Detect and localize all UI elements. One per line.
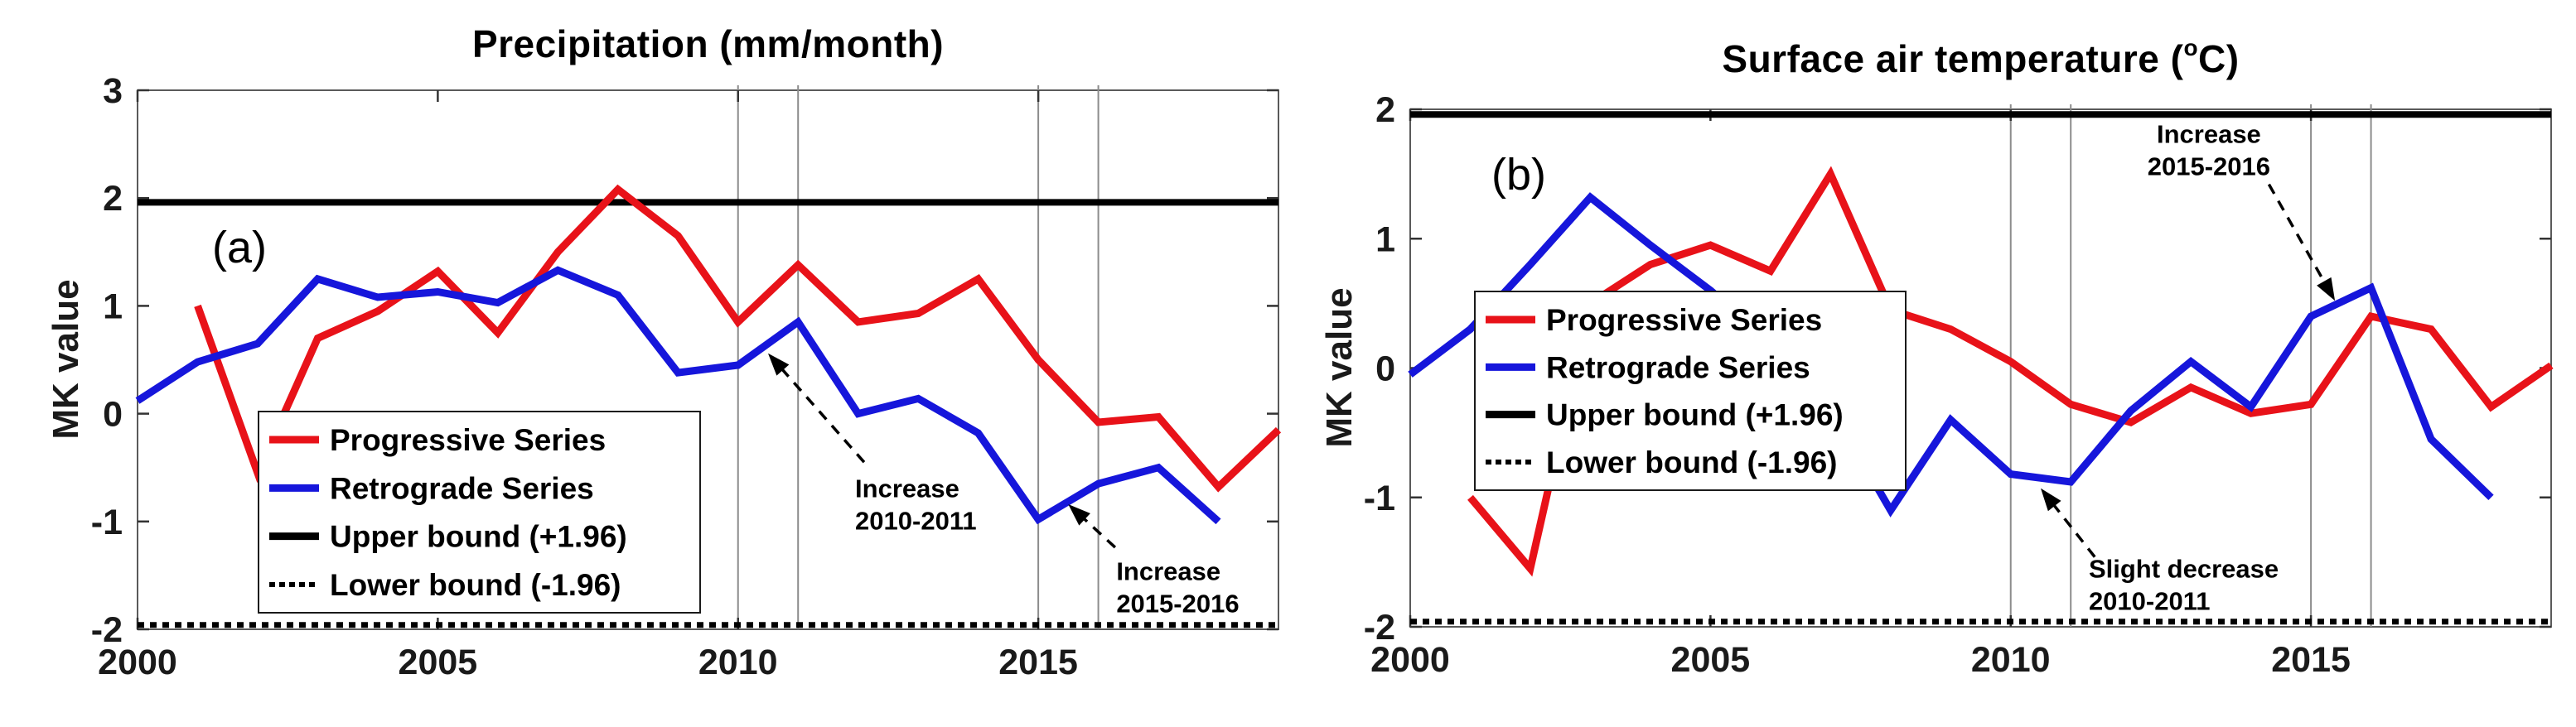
panel-label-b: (b) [1491,150,1546,200]
y-tick-label-2: 2 [103,179,123,219]
y-tick-label--1: -1 [91,503,123,542]
annotation-text: Increase [855,474,959,503]
x-tick-label-2000: 2000 [1370,640,1450,680]
series-line-progressive-series [1467,166,2554,577]
series-line-retrograde-series [1408,192,2494,518]
x-tick-label-2010: 2010 [1971,640,2051,680]
annotation-text: 2015-2016 [1116,590,1239,619]
annotation-text: Increase [2157,120,2261,149]
x-tick-label-2015: 2015 [998,643,1078,682]
legend-label: Retrograde Series [330,471,594,505]
legend-box [258,411,701,614]
x-tick-label-2005: 2005 [1671,640,1751,680]
y-tick-label--2: -2 [91,610,123,650]
temperature-chart-canvas: 2000 2005 2010 2015 2 1 0 -1 -2 Progressive Serie… [1364,90,2554,680]
x-tick-label-2010: 2010 [698,643,778,682]
legend-label: Progressive Series [1546,303,1822,337]
annotation-text: Slight decrease [2089,555,2279,584]
annotation-arrow-line [776,362,866,464]
annotation-arrow-line [2267,183,2330,291]
y-tick-label-1: 1 [1375,219,1395,259]
y-tick-label--1: -1 [1364,479,1395,518]
annotation-text: 2010-2011 [2089,587,2211,616]
legend-label: Retrograde Series [1546,350,1810,384]
degree-superscript: o [2183,35,2199,60]
y-tick-label-0: 0 [1375,349,1395,389]
legend-label: Progressive Series [330,423,606,457]
annotation-arrowhead [1068,504,1090,526]
y-tick-label-2: 2 [1375,90,1395,130]
annotation-arrowhead [2041,488,2061,512]
annotation-text: 2010-2011 [855,506,977,535]
legend-box [1474,291,1907,491]
axes-frame [137,89,1279,630]
series-line-progressive-series [194,184,1282,493]
annotation-text: 2015-2016 [2148,152,2270,181]
x-tick-label-2005: 2005 [399,643,478,682]
legend-label: Upper bound (+1.96) [1546,398,1844,432]
annotation-arrowhead [2317,277,2336,301]
legend-label: Upper bound (+1.96) [330,520,627,554]
annotation-text: Increase [1116,557,1220,586]
y-tick-label-0: 0 [103,395,123,435]
legend-label: Lower bound (-1.96) [330,568,621,602]
annotation-arrow-line [2047,498,2096,558]
precipitation-chart-canvas: 2000 2005 2010 2015 3 2 1 0 -1 -2 Progressive Seri… [91,71,1282,682]
y-tick-label-1: 1 [103,286,123,326]
legend-label: Lower bound (-1.96) [1546,445,1838,479]
panel-label-a: (a) [212,223,267,272]
temperature-chart-title: Surface air temperature (oC) [1722,35,2240,81]
y-tick-label-3: 3 [103,71,123,111]
precipitation-y-axis-label: MK value [46,279,86,440]
x-tick-label-2000: 2000 [98,643,177,682]
temperature-y-axis-label: MK value [1319,287,1360,448]
precipitation-chart-title: Precipitation (mm/month) [471,22,945,65]
series-line-retrograde-series [135,266,1221,525]
annotation-arrowhead [768,353,790,376]
y-tick-label--2: -2 [1364,608,1395,648]
x-tick-label-2015: 2015 [2271,640,2351,680]
